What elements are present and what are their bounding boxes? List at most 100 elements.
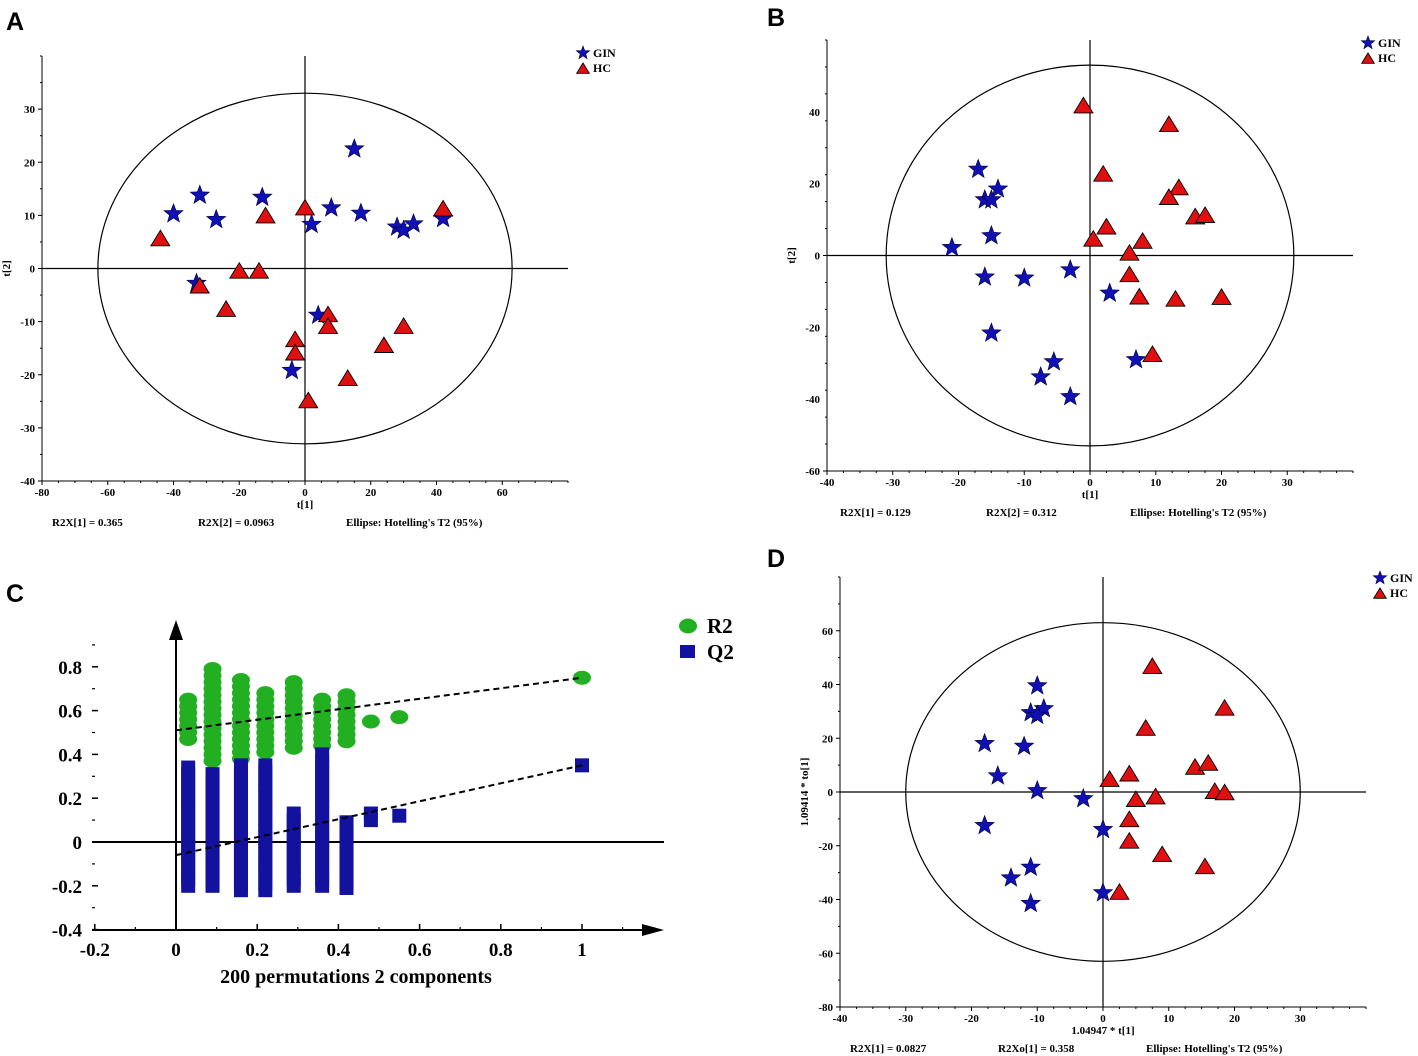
footer-note: R2X[1] = 0.0827 — [850, 1043, 927, 1055]
hotelling-ellipse — [885, 64, 1295, 447]
y-tick-label: -10 — [20, 317, 35, 329]
y-axis-arrow — [169, 620, 183, 640]
hc-point — [393, 317, 414, 334]
hc-point — [1142, 345, 1163, 362]
x-axis-title: 1.04947 * t[1] — [1071, 1025, 1134, 1037]
hotelling-ellipse — [97, 92, 513, 445]
x-tick-label: -30 — [885, 477, 900, 489]
y-tick-label: 0 — [815, 251, 821, 263]
gin-point — [301, 213, 322, 234]
x-tick-label: 30 — [1295, 1013, 1307, 1025]
hc-point — [1194, 206, 1216, 223]
x-axis-title: t[1] — [1082, 489, 1099, 501]
legend-gin-marker — [575, 45, 591, 60]
x-tick-label: -20 — [951, 477, 966, 489]
score-plot-b: -40 -30 -20 -10 0 10 20 30-60-40-2002040t[1]t[2… — [786, 35, 1401, 519]
x-tick-label: 0 — [302, 487, 308, 499]
gin-point — [981, 224, 1002, 245]
gin-point — [1099, 282, 1121, 302]
legend-gin-label: GIN — [593, 46, 616, 60]
x-tick-label: 0.6 — [408, 940, 432, 961]
q2-point — [363, 806, 378, 821]
q2-point — [258, 758, 273, 773]
y-tick-label: 0.4 — [58, 745, 82, 766]
hc-point — [1119, 243, 1140, 261]
x-tick-label: 0.4 — [327, 940, 351, 961]
hc-point — [1142, 657, 1163, 674]
legend-q2-label: Q2 — [707, 640, 734, 664]
gin-point — [1092, 881, 1114, 902]
hc-point — [228, 261, 250, 279]
hc-point — [1198, 753, 1219, 771]
gin-point — [1000, 867, 1022, 887]
y-tick-label: 10 — [24, 210, 36, 222]
legend-hc-label: HC — [1378, 51, 1396, 65]
hc-point — [1118, 810, 1140, 828]
x-tick-label: -30 — [898, 1013, 913, 1025]
q2-point — [233, 758, 248, 773]
y-tick-label: -80 — [818, 1002, 833, 1014]
hc-point — [1145, 787, 1166, 805]
gin-point — [981, 322, 1002, 342]
r2-point — [390, 710, 409, 725]
hc-point — [284, 343, 306, 361]
gin-point — [343, 138, 365, 158]
gin-point — [1030, 366, 1052, 386]
y-tick-label: 20 — [24, 157, 36, 169]
x-axis-title: 200 permutations 2 components — [220, 966, 492, 988]
r2-trendline — [175, 676, 583, 732]
r2-point — [337, 688, 356, 703]
y-tick-label: -40 — [805, 394, 820, 406]
r2-point — [361, 714, 380, 729]
gin-point — [987, 178, 1009, 198]
hc-point — [189, 276, 211, 294]
r2-point — [313, 692, 332, 707]
x-tick-label: -10 — [1030, 1013, 1045, 1025]
x-tick-label: -40 — [820, 477, 835, 489]
score-plot-a: -80 -60 -40 -20 0 20 40 60 -40 -30 -20 -10 0 10 20 30 t[… — [1, 45, 616, 529]
hc-point — [317, 317, 339, 334]
hotelling-ellipse — [905, 622, 1301, 962]
legend-gin-marker — [1360, 35, 1376, 50]
y-tick-label: 20 — [809, 179, 821, 191]
hc-point — [1214, 698, 1235, 716]
x-tick-label: 20 — [1229, 1013, 1241, 1025]
gin-point — [1043, 350, 1065, 371]
y-tick-label: 0 — [828, 787, 834, 799]
gin-point — [1092, 818, 1114, 839]
y-tick-label: -0.2 — [52, 877, 82, 898]
y-tick-label: -20 — [20, 370, 35, 382]
y-tick-label: 0 — [30, 264, 36, 276]
y-tick-label: -60 — [818, 948, 833, 960]
hc-point — [1168, 178, 1189, 196]
gin-point — [403, 213, 424, 233]
y-tick-label: 30 — [24, 104, 36, 116]
gin-point — [941, 236, 963, 257]
r2-point — [203, 661, 222, 676]
legend-r2-marker — [679, 618, 697, 634]
panel-label-a: A — [6, 8, 24, 36]
hc-point — [1118, 831, 1140, 849]
gin-point — [281, 359, 303, 380]
y-tick-label: 0.2 — [58, 789, 82, 810]
legend-q2-marker — [680, 645, 695, 658]
y-tick-label: -30 — [20, 423, 35, 435]
hc-point — [432, 199, 454, 217]
x-tick-label: 40 — [431, 487, 443, 499]
gin-point — [1020, 856, 1042, 876]
hc-point — [1082, 229, 1104, 247]
gin-point — [987, 765, 1009, 785]
hc-point — [1109, 882, 1130, 900]
gin-point — [1013, 267, 1035, 287]
hc-point — [1092, 164, 1114, 182]
hc-point — [1194, 857, 1216, 875]
gin-point — [1013, 735, 1035, 756]
gin-point — [350, 202, 372, 222]
hc-point — [150, 229, 171, 247]
y-tick-label: -60 — [805, 466, 820, 478]
legend-hc-label: HC — [593, 61, 611, 75]
q2-point — [392, 808, 407, 823]
y-tick-label: -40 — [818, 895, 833, 907]
footer-note: R2X[1] = 0.129 — [840, 507, 911, 519]
permutation-plot-c: -0.4-0.200.20.40.60.8-0.2 0 0.2 0.4 0.6 0.8 12… — [52, 614, 734, 988]
